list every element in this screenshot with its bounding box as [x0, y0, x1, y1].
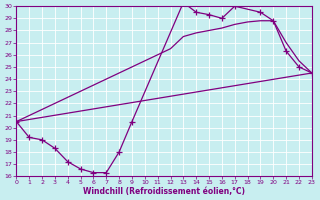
X-axis label: Windchill (Refroidissement éolien,°C): Windchill (Refroidissement éolien,°C): [83, 187, 245, 196]
